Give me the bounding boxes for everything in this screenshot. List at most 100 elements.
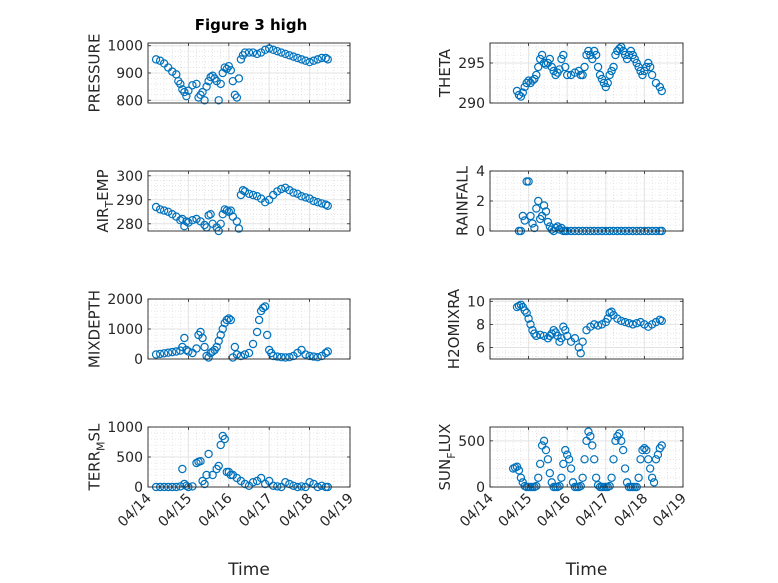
data-point	[218, 324, 227, 334]
data-point	[281, 478, 290, 487]
y-label-main: MIXDEPTH	[86, 290, 104, 368]
data-point	[220, 205, 229, 214]
data-point	[543, 455, 553, 464]
data-point	[216, 219, 225, 228]
data-point	[269, 481, 278, 490]
y-tick-label: 290	[116, 193, 143, 209]
axes-box	[147, 170, 351, 232]
data-point	[200, 96, 209, 105]
data-point	[547, 62, 556, 72]
data-point	[234, 74, 244, 83]
data-point	[582, 50, 591, 60]
data-point	[293, 189, 302, 198]
data-point	[285, 479, 294, 489]
data-point	[534, 62, 543, 72]
data-point	[313, 197, 322, 207]
data-point	[192, 458, 201, 468]
data-point	[584, 46, 593, 56]
data-point	[317, 53, 326, 63]
y-label-tail: EMP	[94, 169, 112, 200]
y-tick-label: 0	[134, 480, 143, 496]
data-point	[549, 325, 558, 335]
data-point	[159, 206, 169, 215]
data-point	[603, 78, 612, 88]
data-point	[184, 86, 193, 95]
data-point	[555, 225, 564, 234]
data-point	[297, 191, 306, 201]
x-tick-label: 04/15	[496, 491, 536, 531]
data-point	[522, 308, 531, 318]
data-point	[524, 76, 533, 85]
x-tick-label: 04/18	[277, 491, 317, 531]
axes-box	[489, 42, 684, 104]
x-tick-label: 04/17	[236, 491, 276, 531]
data-point	[182, 91, 191, 101]
data-point	[232, 350, 242, 359]
data-point	[196, 327, 205, 337]
data-point	[204, 211, 213, 220]
data-point	[628, 50, 638, 60]
data-point	[240, 350, 250, 359]
data-point	[516, 473, 526, 482]
data-point	[534, 196, 543, 206]
data-point	[234, 224, 244, 233]
data-point	[228, 212, 238, 221]
data-point	[176, 79, 185, 89]
subplot-4: 0 2 4 RAINFALL	[453, 164, 684, 240]
data-point	[212, 342, 221, 352]
y-label-subscript: M	[95, 441, 108, 451]
data-point	[524, 314, 533, 323]
data-point	[611, 436, 620, 446]
data-point	[545, 468, 555, 478]
data-point	[559, 50, 568, 60]
y-label-main: H2OMIXRA	[445, 288, 463, 369]
data-point	[188, 81, 197, 90]
data-point	[516, 92, 526, 101]
data-point	[518, 88, 528, 97]
data-point	[578, 70, 587, 80]
data-point	[224, 61, 233, 71]
data-point	[208, 470, 217, 480]
data-point	[206, 209, 215, 219]
y-axis-label: PRESSURE	[86, 34, 104, 113]
data-point	[532, 481, 541, 491]
data-point	[530, 223, 539, 233]
data-point	[607, 473, 616, 482]
data-point	[632, 58, 641, 68]
data-point	[252, 191, 262, 201]
data-point	[551, 223, 560, 233]
data-point	[576, 481, 585, 491]
data-point	[200, 220, 209, 230]
data-point	[586, 432, 595, 441]
data-point	[609, 455, 618, 464]
data-point	[617, 316, 626, 326]
data-point	[198, 87, 207, 97]
data-point	[528, 76, 537, 85]
data-point	[277, 353, 286, 362]
data-point	[238, 185, 248, 195]
data-point	[182, 481, 191, 490]
x-tick-label: 04/14	[115, 490, 155, 530]
data-point	[285, 51, 294, 60]
data-point	[541, 207, 551, 216]
data-point	[593, 62, 603, 72]
y-tick-label: 295	[458, 56, 485, 72]
data-point	[301, 56, 310, 65]
y-axis-label: RAINFALL	[453, 165, 471, 236]
data-point	[297, 55, 306, 64]
data-point	[655, 315, 665, 324]
data-point	[313, 353, 322, 362]
data-point	[576, 349, 585, 358]
data-point	[180, 87, 189, 97]
data-point	[305, 351, 314, 361]
data-point	[541, 445, 551, 455]
x-axis-label: Time	[565, 560, 608, 580]
data-point	[645, 62, 655, 72]
data-point	[607, 66, 616, 76]
data-point	[537, 50, 547, 60]
y-tick-label: 6	[476, 340, 485, 356]
data-point	[543, 217, 553, 227]
data-point	[204, 449, 213, 459]
